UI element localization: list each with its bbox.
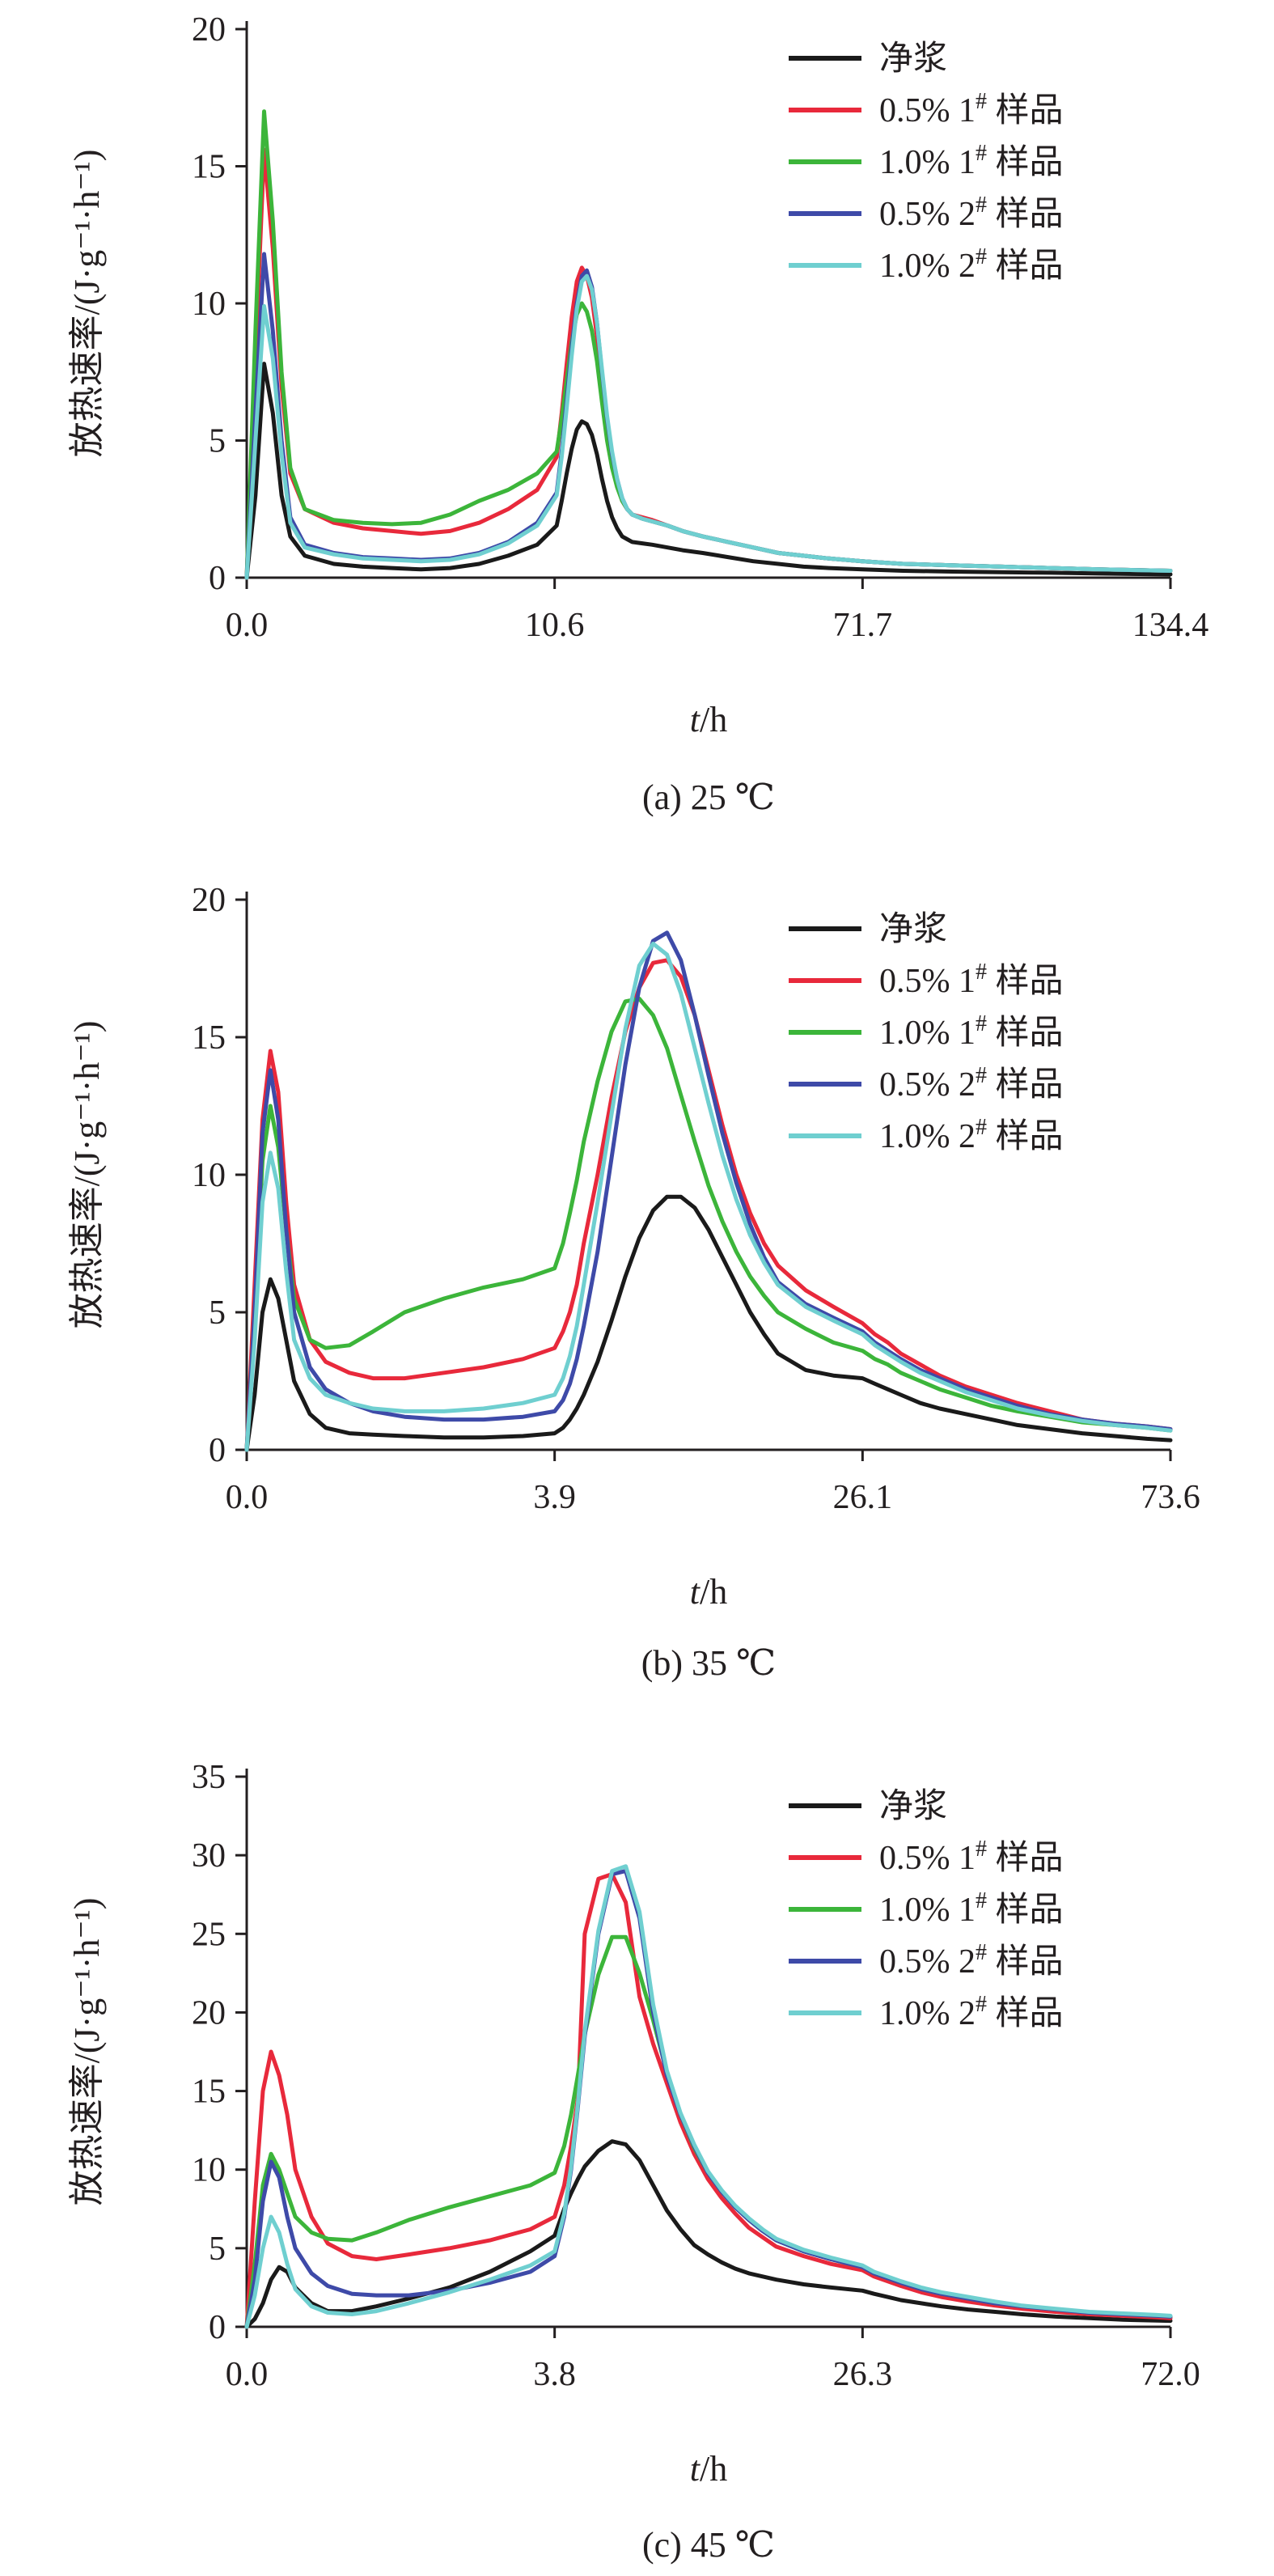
legend-label: 0.5% 2# 样品 [879, 1063, 1064, 1104]
legend-label: 1.0% 1# 样品 [879, 141, 1064, 181]
legend-label: 净浆 [879, 40, 947, 78]
y-tick-label: 25 [192, 1916, 226, 1953]
x-tick-label: 26.3 [833, 2356, 893, 2393]
legend-label: 净浆 [879, 1788, 947, 1825]
y-tick-label: 10 [192, 286, 226, 323]
legend-label: 0.5% 1# 样品 [879, 1837, 1064, 1877]
legend-label: 1.0% 1# 样品 [879, 1011, 1064, 1052]
y-tick-label: 10 [192, 1157, 226, 1194]
y-tick-label: 0 [209, 2309, 226, 2346]
y-axis-label: 放热速率/(J·g⁻¹·h⁻¹) [67, 1021, 107, 1329]
y-tick-label: 30 [192, 1837, 226, 1875]
y-tick-label: 35 [192, 1759, 226, 1796]
legend-label: 1.0% 2# 样品 [879, 244, 1064, 285]
legend: 净浆 0.5% 1# 样品 1.0% 1# 样品 0.5% 2# 样品 1.0% 2# … [789, 911, 1064, 1155]
series-line-5 [244, 273, 1173, 580]
panel-caption: (c) 45 ℃ [642, 2525, 775, 2565]
x-tick-label: 0.0 [226, 1479, 269, 1516]
series-line-5 [244, 941, 1173, 1452]
series-line-5 [244, 1864, 1173, 2329]
series-line-3 [244, 109, 1173, 580]
series-line-2 [244, 958, 1173, 1452]
y-axis-label: 放热速率/(J·g⁻¹·h⁻¹) [67, 1898, 107, 2206]
x-axis-label: t/h [690, 700, 727, 739]
legend-label: 0.5% 1# 样品 [879, 960, 1064, 1000]
legend: 净浆 0.5% 1# 样品 1.0% 1# 样品 0.5% 2# 样品 1.0% 2# … [789, 40, 1064, 285]
legend: 净浆 0.5% 1# 样品 1.0% 1# 样品 0.5% 2# 样品 1.0% 2# … [789, 1788, 1064, 2032]
series-line-2 [244, 1872, 1173, 2329]
legend-label: 净浆 [879, 911, 947, 948]
y-tick-label: 0 [209, 1432, 226, 1469]
series-line-3 [244, 996, 1173, 1452]
y-tick-label: 10 [192, 2152, 226, 2189]
y-tick-label: 20 [192, 882, 226, 919]
chart-panel-3: 0 5 10 15 20 25 30 35 0.0 3.8 26.3 72.0 放热速率/(J·g⁻¹·… [67, 1759, 1200, 2565]
legend-label: 0.5% 2# 样品 [879, 193, 1064, 233]
y-tick-label: 5 [209, 1294, 226, 1332]
y-tick-label: 15 [192, 2074, 226, 2111]
y-tick-label: 20 [192, 11, 226, 49]
legend-label: 1.0% 1# 样品 [879, 1888, 1064, 1929]
x-tick-label: 3.8 [533, 2356, 576, 2393]
panel-caption: (b) 35 ℃ [641, 1643, 777, 1683]
x-tick-label: 73.6 [1141, 1479, 1200, 1516]
legend-label: 0.5% 1# 样品 [879, 89, 1064, 129]
y-tick-label: 20 [192, 1994, 226, 2032]
panel-caption: (a) 25 ℃ [642, 777, 775, 817]
x-tick-label: 10.6 [525, 607, 585, 644]
series-line-1 [244, 1194, 1173, 1452]
x-axis-label: t/h [690, 2449, 727, 2489]
x-tick-label: 71.7 [833, 607, 893, 644]
x-axis-label: t/h [690, 1572, 727, 1612]
legend-label: 0.5% 2# 样品 [879, 1940, 1064, 1981]
legend-label: 1.0% 2# 样品 [879, 1992, 1064, 2032]
series-line-4 [244, 930, 1173, 1452]
x-tick-label: 72.0 [1141, 2356, 1200, 2393]
y-axis-label: 放热速率/(J·g⁻¹·h⁻¹) [67, 150, 107, 458]
y-tick-label: 5 [209, 423, 226, 460]
y-tick-label: 5 [209, 2231, 226, 2268]
series-line-1 [244, 362, 1173, 580]
y-tick-label: 15 [192, 149, 226, 186]
y-tick-label: 0 [209, 560, 226, 597]
x-tick-label: 3.9 [533, 1479, 576, 1516]
y-tick-label: 15 [192, 1019, 226, 1057]
chart-panel-1: 0 5 10 15 20 0.0 10.6 71.7 134.4 放热速率/(J·g⁻¹·h⁻¹)… [67, 11, 1208, 817]
chart-panel-2: 0 5 10 15 20 0.0 3.9 26.1 73.6 放热速率/(J·g⁻¹·h⁻¹) t/… [67, 882, 1200, 1683]
x-tick-label: 0.0 [226, 607, 269, 644]
x-tick-label: 0.0 [226, 2356, 269, 2393]
x-tick-label: 26.1 [833, 1479, 893, 1516]
x-tick-label: 134.4 [1132, 607, 1209, 644]
legend-label: 1.0% 2# 样品 [879, 1115, 1064, 1155]
